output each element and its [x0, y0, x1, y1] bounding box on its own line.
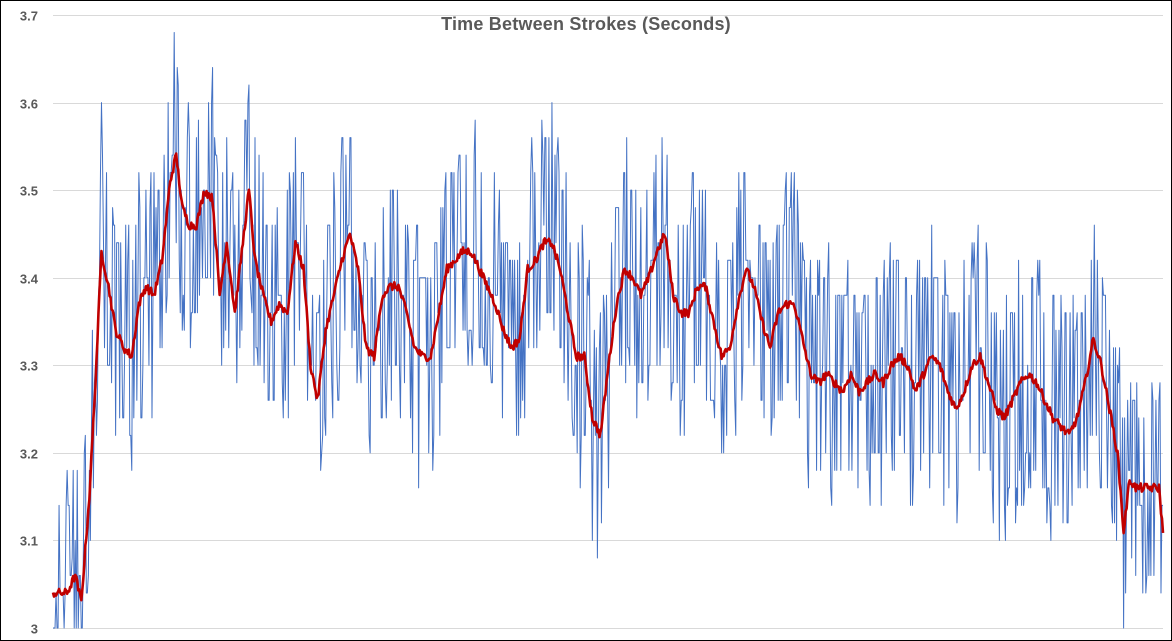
series-line-1 [51, 152, 1165, 602]
y-tick-label: 3.5 [20, 184, 38, 199]
y-tick-label: 3.6 [20, 97, 38, 112]
y-tick-label: 3.1 [20, 534, 38, 549]
chart-title: Time Between Strokes (Seconds) [441, 14, 731, 34]
y-tick-label: 3.3 [20, 359, 38, 374]
y-tick-label: 3.2 [20, 447, 38, 462]
series-line-0 [53, 32, 1163, 629]
y-tick-label: 3.4 [20, 272, 39, 287]
y-tick-label: 3.7 [20, 9, 38, 24]
y-tick-label: 3 [31, 622, 38, 637]
